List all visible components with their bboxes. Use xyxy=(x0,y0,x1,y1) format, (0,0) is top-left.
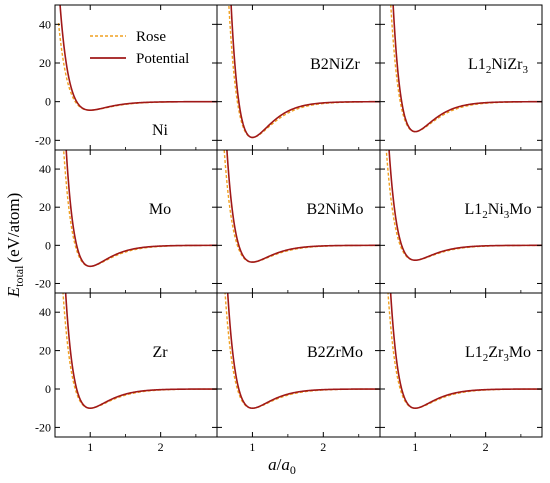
y-tick-label: 40 xyxy=(39,162,51,176)
y-tick-label: 20 xyxy=(39,200,51,214)
panel-label: B2NiZr xyxy=(310,56,360,73)
panel-label: Mo xyxy=(149,201,171,218)
x-tick-label: 2 xyxy=(158,440,164,454)
panel-frame xyxy=(54,4,218,151)
series-potential-curve xyxy=(226,293,380,410)
series-potential-curve xyxy=(65,150,217,268)
panel-frame xyxy=(379,149,543,294)
x-axis-label-a0: a xyxy=(281,455,290,474)
panel-label: B2ZrMo xyxy=(307,344,363,361)
panel-zr: 1 2 -20 0 20 40 Zr xyxy=(35,292,218,454)
y-tick-label: 40 xyxy=(39,305,51,319)
y-axis-label: Etotal (eV/atom) xyxy=(4,193,26,299)
panel-l12nizr3: L12NiZr3 xyxy=(379,4,543,151)
series-potential-curve xyxy=(64,293,217,410)
x-tick-label: 2 xyxy=(320,440,326,454)
series-potential-curve xyxy=(392,5,542,133)
panel-b2nizr: B2NiZr xyxy=(216,4,381,151)
panel-label: B2NiMo xyxy=(307,201,364,218)
legend-potential-label: Potential xyxy=(136,51,189,67)
series-rose-curve xyxy=(224,293,380,409)
y-tick-label: -20 xyxy=(35,276,51,290)
panel-ni: -20 0 20 40 Ni xyxy=(35,4,218,151)
y-tick-label: 20 xyxy=(39,344,51,358)
x-tick-label: 1 xyxy=(87,440,93,454)
panel-label: Zr xyxy=(152,344,168,361)
panel-label: L12Zr3Mo xyxy=(465,344,531,364)
series-rose-curve xyxy=(387,293,542,409)
x-axis-label: a/a0 xyxy=(268,455,296,477)
panel-l12zr3mo: 1 2 L12Zr3Mo xyxy=(379,292,543,454)
x-tick-label: 1 xyxy=(249,440,255,454)
y-tick-label: 0 xyxy=(45,95,51,109)
panel-frame xyxy=(54,149,218,294)
x-tick-label: 2 xyxy=(483,440,489,454)
panel-b2zrmo: 1 2 B2ZrMo xyxy=(216,292,381,454)
panel-frame xyxy=(216,292,381,438)
panel-frame xyxy=(54,292,218,438)
legend-rose-label: Rose xyxy=(136,29,166,45)
series-potential-curve xyxy=(230,5,380,139)
x-axis-label-main: a xyxy=(268,455,277,474)
y-axis-label-main: E xyxy=(4,286,23,298)
series-rose-curve xyxy=(62,150,217,268)
y-axis-label-sub: total xyxy=(12,265,26,287)
series-potential-curve xyxy=(226,150,380,263)
series-potential-curve xyxy=(388,150,542,262)
panel-mo: -20 0 20 40 Mo xyxy=(35,149,218,294)
series-potential-curve xyxy=(59,5,217,111)
panel-frame xyxy=(216,4,381,151)
panel-frame xyxy=(379,4,543,151)
x-axis-label-slash: / xyxy=(277,455,282,474)
y-tick-label: 0 xyxy=(45,238,51,252)
panel-label: Ni xyxy=(152,122,169,139)
panel-label: L12NiZr3 xyxy=(468,56,528,76)
panel-frame xyxy=(379,292,543,438)
panel-label: L12Ni3Mo xyxy=(464,201,531,221)
legend: Rose Potential xyxy=(90,29,189,67)
panel-l12ni3mo: L12Ni3Mo xyxy=(379,149,543,294)
y-axis-label-unit: (eV/atom) xyxy=(4,193,23,263)
x-tick-label: 1 xyxy=(412,440,418,454)
y-tick-label: 0 xyxy=(45,382,51,396)
y-tick-label: 20 xyxy=(39,56,51,70)
y-tick-label: -20 xyxy=(35,133,51,147)
panel-frame xyxy=(216,149,381,294)
series-rose-curve xyxy=(223,150,380,263)
y-tick-label: 40 xyxy=(39,17,51,31)
x-axis-label-a0-sub: 0 xyxy=(290,463,296,477)
y-tick-label: -20 xyxy=(35,420,51,434)
series-potential-curve xyxy=(389,293,542,410)
panel-b2nimo: B2NiMo xyxy=(216,149,381,294)
series-rose-curve xyxy=(62,293,217,409)
series-rose-curve xyxy=(385,150,542,261)
